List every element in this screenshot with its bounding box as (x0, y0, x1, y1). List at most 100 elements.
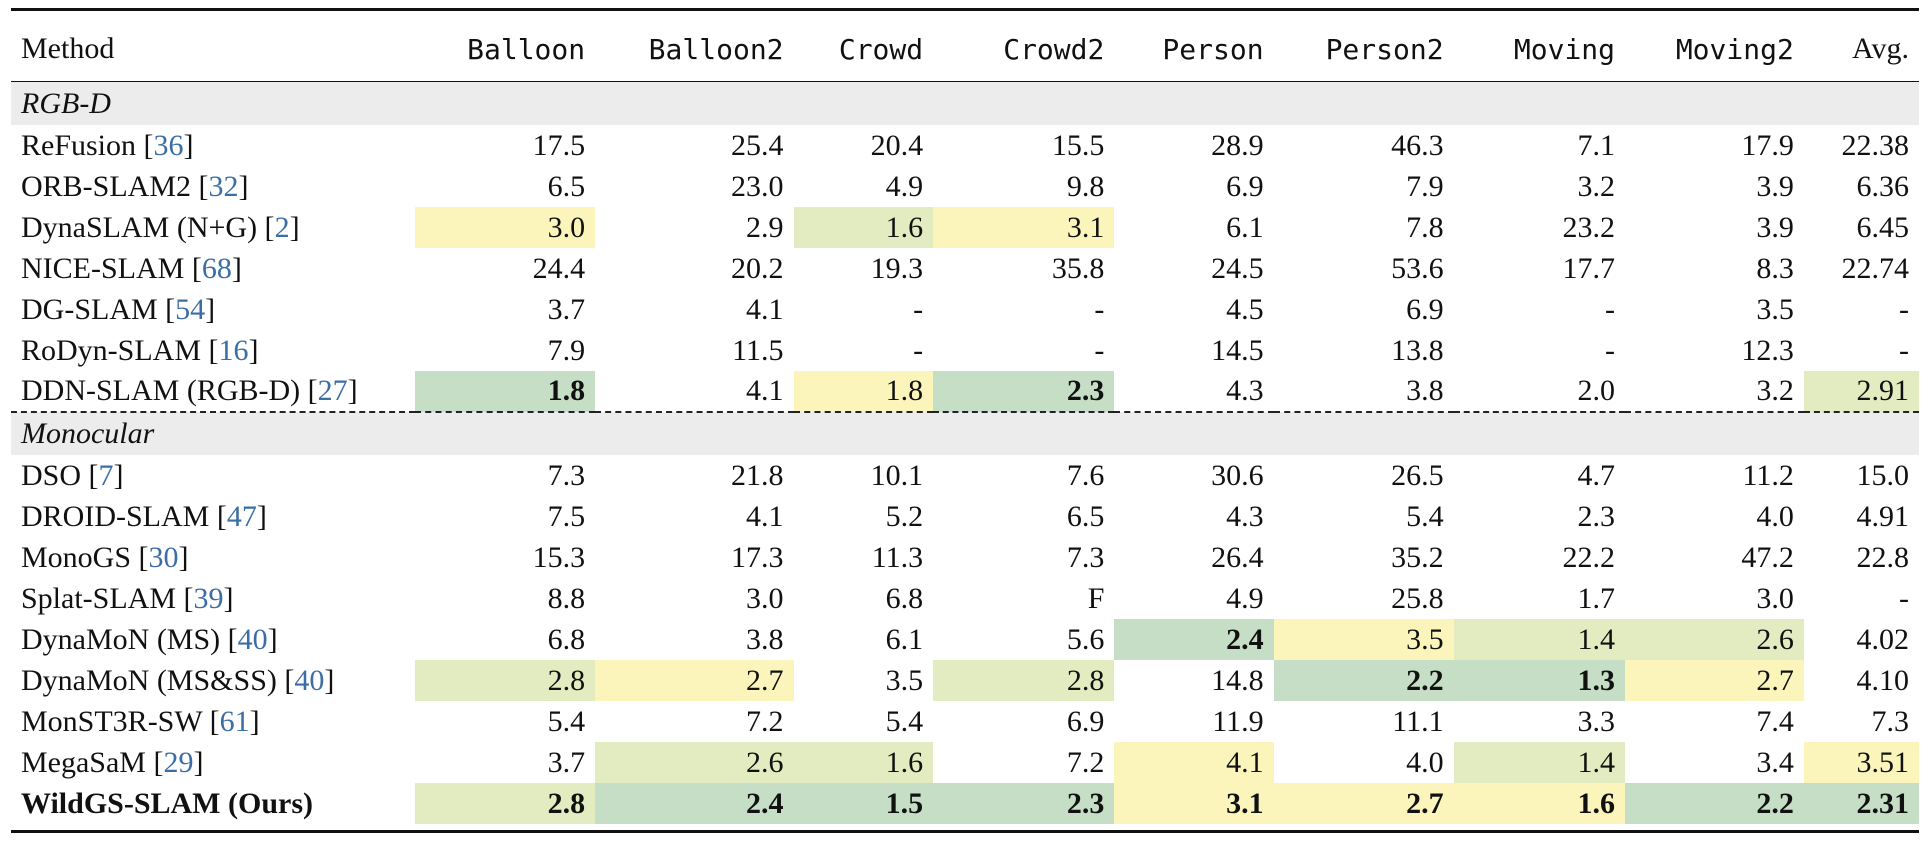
value-cell: 26.5 (1391, 458, 1444, 492)
value-cell: 1.6 (793, 742, 934, 783)
value-cell: 5.4 (885, 704, 924, 738)
value-cell: 11.9 (1212, 704, 1264, 738)
results-table: Method Balloon Balloon2 Crowd Crowd2 Per… (11, 16, 1919, 824)
header-person2: Person2 (1325, 32, 1444, 66)
citation-bracket: ] (267, 622, 278, 656)
method-name-cell: NICE-SLAM [68] (11, 248, 415, 289)
value-cell: 6.1 (1226, 210, 1264, 244)
citation-link[interactable]: 29 (163, 745, 194, 779)
value-cell: 1.8 (793, 371, 934, 413)
value-cell: 3.7 (547, 745, 586, 779)
method-name-cell: MegaSaM [29] (11, 742, 415, 783)
value-cell: 46.3 (1391, 128, 1444, 162)
table-row: DynaMoN (MS) [40] 6.8 3.8 6.1 5.6 2.4 3.5 1.4 2.… (11, 619, 1919, 660)
value-cell: 3.1 (933, 207, 1115, 248)
value-cell: 10.1 (870, 458, 924, 492)
citation-link[interactable]: 54 (175, 292, 206, 326)
citation-link[interactable]: 30 (148, 540, 179, 574)
citation-bracket: ] (248, 333, 259, 367)
value-cell: 2.3 (933, 371, 1115, 413)
method-name-cell: MonST3R-SW [61] (11, 701, 415, 742)
method-name-cell: Splat-SLAM [39] (11, 578, 415, 619)
section-title: Monocular (11, 412, 1919, 455)
section-title: RGB-D (11, 82, 1919, 125)
method-name: MonST3R-SW [ (21, 704, 220, 738)
header-moving2: Moving2 (1675, 32, 1794, 66)
value-cell: 1.5 (793, 783, 934, 824)
citation-link[interactable]: 40 (294, 663, 325, 697)
method-name: RoDyn-SLAM [ (21, 333, 219, 367)
value-cell: 7.3 (547, 458, 586, 492)
value-cell: 7.2 (1066, 745, 1105, 779)
value-cell: 6.8 (547, 622, 586, 656)
value-cell: 53.6 (1391, 251, 1444, 285)
citation-bracket: ] (324, 663, 335, 697)
citation-bracket: ] (193, 745, 204, 779)
value-cell: 3.3 (1577, 704, 1616, 738)
value-cell: F (1087, 581, 1105, 615)
value-cell: 28.9 (1211, 128, 1264, 162)
citation-link[interactable]: 27 (317, 374, 348, 407)
citation-link[interactable]: 32 (208, 169, 239, 203)
avg-value-cell: - (1899, 292, 1909, 326)
method-name: DG-SLAM [ (21, 292, 176, 326)
method-name-cell: MonoGS [30] (11, 537, 415, 578)
citation-link[interactable]: 36 (153, 128, 184, 162)
value-cell: 15.3 (532, 540, 586, 574)
header-crowd: Crowd (838, 32, 924, 66)
value-cell: 2.8 (415, 783, 596, 824)
value-cell: 4.3 (1226, 499, 1264, 533)
value-cell: 3.0 (415, 207, 596, 248)
value-cell: 3.0 (746, 581, 784, 615)
value-cell: 14.8 (1211, 663, 1264, 697)
method-name-cell: ReFusion [36] (11, 125, 415, 166)
section-header-row: RGB-D (11, 82, 1919, 125)
value-cell: - (1605, 292, 1616, 326)
value-cell: 2.4 (1114, 619, 1274, 660)
value-cell: 15.5 (1051, 128, 1105, 162)
value-cell: 4.1 (595, 371, 794, 413)
value-cell: 1.4 (1453, 619, 1626, 660)
table-row: MonoGS [30] 15.3 17.3 11.3 7.3 26.4 35.2 22.2 47… (11, 537, 1919, 578)
value-cell: 2.2 (1625, 783, 1804, 824)
value-cell: 4.7 (1577, 458, 1616, 492)
citation-link[interactable]: 16 (218, 333, 249, 367)
value-cell: 5.4 (1406, 499, 1444, 533)
value-cell: 2.8 (933, 660, 1115, 701)
citation-link[interactable]: 40 (237, 622, 268, 656)
citation-link[interactable]: 61 (219, 704, 250, 738)
method-name: DynaMoN (MS) [ (21, 622, 238, 656)
citation-bracket: ] (223, 581, 234, 615)
avg-value-cell: 2.31 (1803, 783, 1919, 824)
table-body: RGB-D ReFusion [36] 17.5 25.4 20.4 15.5 28.9 46… (11, 82, 1919, 824)
table-bottom-rule (11, 830, 1919, 833)
citation-link[interactable]: 68 (201, 251, 232, 285)
method-name: ReFusion [ (21, 128, 154, 162)
table-row: DG-SLAM [54] 3.7 4.1 - - 4.5 6.9 - 3.5 - (11, 289, 1919, 330)
header-balloon2: Balloon2 (648, 32, 784, 66)
citation-link[interactable]: 2 (274, 210, 290, 244)
avg-value-cell: - (1899, 333, 1909, 367)
header-balloon: Balloon (467, 32, 586, 66)
value-cell: 3.4 (1756, 745, 1794, 779)
method-name-cell: DDN-SLAM (RGB-D) [27] (11, 371, 416, 413)
value-cell: 7.5 (547, 499, 586, 533)
method-name: DDN-SLAM (RGB-D) [ (21, 374, 318, 407)
value-cell: 7.1 (1577, 128, 1616, 162)
value-cell: 7.6 (1066, 458, 1105, 492)
value-cell: 47.2 (1741, 540, 1794, 574)
citation-link[interactable]: 7 (98, 458, 114, 492)
header-moving: Moving (1513, 32, 1616, 66)
value-cell: 5.2 (885, 499, 924, 533)
value-cell: 20.2 (731, 251, 784, 285)
value-cell: 2.2 (1273, 660, 1454, 701)
value-cell: 6.8 (885, 581, 924, 615)
citation-link[interactable]: 39 (193, 581, 224, 615)
method-name-cell: RoDyn-SLAM [16] (11, 330, 415, 371)
method-name: DynaMoN (MS&SS) [ (21, 663, 295, 697)
value-cell: 3.5 (1756, 292, 1794, 326)
value-cell: 7.9 (1406, 169, 1444, 203)
citation-link[interactable]: 47 (226, 499, 257, 533)
value-cell: 4.1 (746, 292, 784, 326)
value-cell: 7.3 (1066, 540, 1105, 574)
